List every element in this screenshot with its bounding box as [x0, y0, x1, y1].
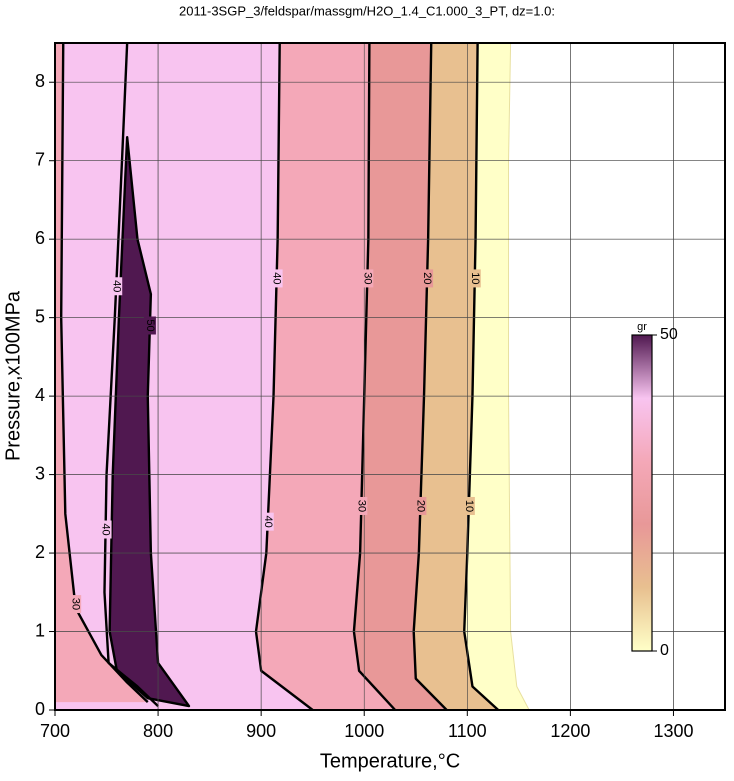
- contour-label-bg: [462, 496, 475, 515]
- contour-label: 40: [271, 272, 283, 284]
- contour-label-bg: [143, 316, 156, 335]
- chart-title: 2011-3SGP_3/feldspar/massgm/H2O_1.4_C1.0…: [179, 3, 555, 18]
- contour-label: 30: [69, 598, 81, 610]
- contour-fill: [55, 43, 148, 703]
- y-tick-label: 4: [35, 385, 45, 405]
- x-tick-label: 1300: [653, 721, 693, 741]
- contour-label: 10: [463, 500, 475, 512]
- x-tick-label: 800: [143, 721, 173, 741]
- contour-line: [508, 43, 530, 710]
- y-tick-label: 6: [35, 228, 45, 248]
- y-tick-label: 2: [35, 542, 45, 562]
- y-tick-label: 1: [35, 620, 45, 640]
- y-tick-label: 3: [35, 463, 45, 483]
- contour-label-bg: [69, 595, 82, 614]
- colorbar-tick-label: 0: [660, 642, 669, 659]
- contour-label: 30: [361, 272, 373, 284]
- contour-label: 40: [110, 280, 122, 292]
- contour-label: 30: [355, 500, 367, 512]
- plot-frame: [54, 42, 726, 711]
- y-tick-label: 5: [35, 306, 45, 326]
- contour-label: 10: [469, 272, 481, 284]
- plot-area: [55, 43, 530, 710]
- contour-label-bg: [361, 269, 374, 288]
- contour-label-bg: [110, 277, 123, 296]
- y-tick-label: 8: [35, 71, 45, 91]
- y-axis-label: Pressure,x100MPa: [2, 290, 24, 461]
- contour-label-bg: [414, 496, 427, 515]
- contour-label: 20: [421, 272, 433, 284]
- contour-label-bg: [99, 520, 112, 539]
- x-axis-label: Temperature,°C: [320, 750, 460, 772]
- contour-label-bg: [468, 269, 481, 288]
- y-tick-label: 0: [35, 699, 45, 719]
- x-tick-label: 1100: [448, 721, 487, 741]
- colorbar: [631, 334, 653, 652]
- y-tick-label: 7: [35, 149, 45, 169]
- x-tick-label: 1000: [344, 721, 384, 741]
- contour-label: 20: [415, 500, 427, 512]
- contour-fill: [109, 137, 189, 707]
- colorbar-label: gr: [637, 321, 647, 333]
- colorbar-tick-label: 50: [660, 326, 678, 343]
- contour-label-bg: [421, 269, 434, 288]
- contour-label-bg: [261, 512, 274, 531]
- contour-label-bg: [270, 269, 283, 288]
- contour-label-bg: [355, 496, 368, 515]
- contour-label: 40: [100, 523, 112, 535]
- contour-label: 40: [262, 516, 274, 528]
- x-tick-label: 900: [246, 721, 276, 741]
- x-tick-label: 700: [40, 721, 70, 741]
- contour-fill: [55, 43, 159, 707]
- contour-label: 50: [144, 319, 156, 331]
- x-tick-label: 1200: [550, 721, 590, 741]
